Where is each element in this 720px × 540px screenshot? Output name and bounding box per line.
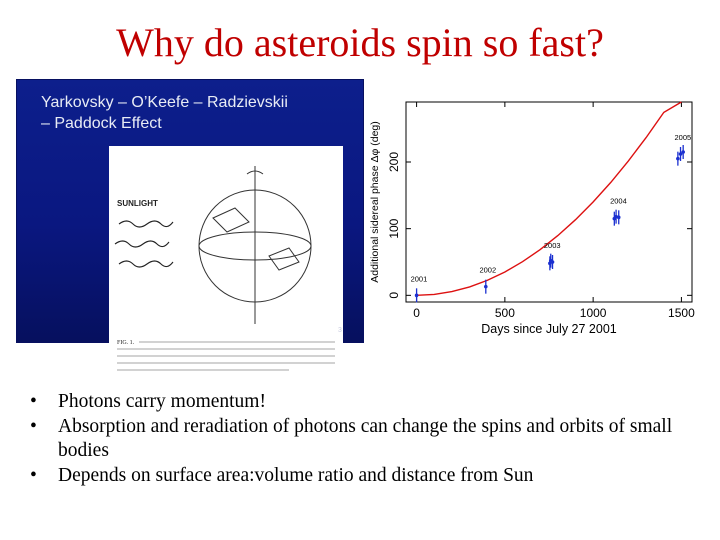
bullet-text: Absorption and reradiation of photons ca… (58, 415, 673, 462)
bullet-glyph: • (30, 415, 37, 437)
bullet-glyph: • (30, 391, 37, 412)
data-point (678, 152, 683, 156)
inset-heading: Yarkovsky – O’Keefe – Radzievskii – Padd… (41, 94, 288, 132)
figure-caption-lead: FIG. 1. (117, 340, 135, 346)
x-tick-label: 0 (413, 306, 420, 320)
year-label: 2004 (610, 196, 627, 205)
bullet-list: • Photons carry momentum! • Absorption and… (30, 390, 700, 488)
x-tick-label: 500 (495, 306, 515, 320)
year-label: 2003 (544, 241, 561, 250)
x-tick-label: 1500 (668, 306, 695, 320)
data-point (550, 260, 555, 264)
bullet-glyph: • (30, 464, 37, 486)
sketch-paper (109, 146, 343, 398)
yorp-phase-chart: 0 500 1000 1500 0 100 200 Days since July 27 20… (369, 101, 695, 336)
y-axis-label: Additional sidereal phase Δφ (deg) (369, 121, 381, 283)
year-label: 2005 (675, 133, 692, 142)
data-point (414, 293, 419, 298)
bullet-item: • Depends on surface area:volume ratio an… (30, 464, 700, 489)
year-label: 2001 (411, 274, 428, 283)
data-point (616, 215, 621, 220)
x-tick-label: 1000 (580, 306, 607, 320)
yorp-diagram-panel: Yarkovsky – O’Keefe – Radzievskii – Padd… (16, 79, 364, 398)
asteroid-sketch: SUNLIGHT FIG. 1. (109, 146, 343, 398)
figure-caption-lines (117, 341, 335, 371)
bullet-item: • Absorption and reradiation of photons c… (30, 415, 700, 464)
bullet-text: Photons carry momentum! (58, 391, 266, 412)
bullet-item: • Photons carry momentum! (30, 390, 700, 415)
y-tick-label: 0 (387, 292, 401, 299)
data-point (676, 156, 680, 161)
bullet-text: Depends on surface area:volume ratio and… (58, 464, 534, 486)
fit-curve (416, 101, 682, 296)
asteroid-sphere (198, 166, 312, 324)
y-tick-label: 100 (387, 218, 401, 238)
inset-page-number: 3 (338, 327, 342, 334)
y-tick-label: 200 (387, 152, 401, 172)
data-point (483, 284, 488, 289)
plot-frame (405, 101, 693, 303)
year-label: 2002 (479, 266, 496, 275)
sunlight-rays (114, 220, 174, 268)
slide-title: Why do asteroids spin so fast? (116, 20, 604, 65)
sunlight-label: SUNLIGHT (117, 199, 158, 208)
data-point (681, 150, 685, 154)
x-axis-label: Days since July 27 2001 (481, 322, 617, 336)
